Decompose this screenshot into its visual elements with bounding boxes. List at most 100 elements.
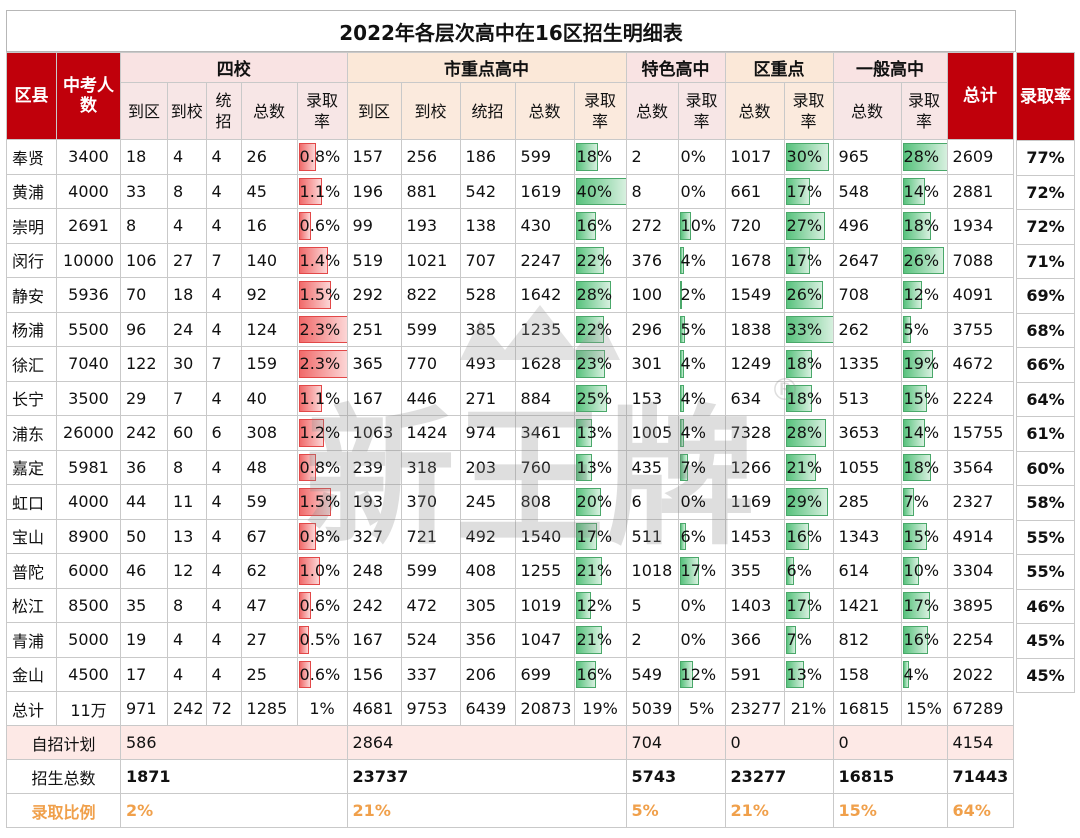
yiban-rate-fill (902, 177, 926, 205)
shizhongdian-cell: 599 (400, 553, 461, 589)
yiban-rate: 5% (900, 311, 948, 347)
shizhongdian-rate: 22% (573, 242, 627, 278)
tese-rate-value: 10% (680, 216, 717, 236)
header-rate: 录取率 (1016, 52, 1075, 141)
district-cell: 静安 (6, 277, 57, 313)
total-cell: 4914 (946, 518, 1014, 554)
sixiao-rate-fill (298, 522, 316, 550)
quzhongdian-rate-value: 7% (786, 630, 812, 650)
shizhongdian-rate-fill (575, 488, 602, 516)
tese-count-cell: 1005 (625, 415, 679, 451)
tese-count-cell: 2 (625, 622, 679, 658)
totals-sixiao-cell: 242 (167, 691, 207, 726)
ratio-row: 录取比例 2% 21% 5% 21% 15% 64% (6, 793, 1014, 828)
total-cell: 3755 (946, 311, 1014, 347)
sixiao-cell: 4 (167, 622, 207, 658)
table-row: 杨浦 5500 96 24 4 124 2.3% 251 599 385 1235 22% 296 5% 1… (6, 311, 1014, 347)
sixiao-cell: 33 (120, 173, 168, 209)
tese-rate-fill (679, 246, 685, 274)
sixiao-cell: 4 (167, 656, 207, 692)
district-cell: 闵行 (6, 242, 57, 278)
yiban-rate-value: 17% (903, 595, 940, 615)
yiban-rate: 26% (900, 242, 948, 278)
rate-row: 69% (1016, 278, 1075, 314)
quzhongdian-count-cell: 1266 (724, 449, 785, 485)
totals-sixiao-cell: 1285 (240, 691, 298, 726)
tese-rate-value: 0% (680, 630, 706, 650)
tese-count-cell: 1018 (625, 553, 679, 589)
shizhongdian-cell: 251 (346, 311, 402, 347)
exam-count-cell: 2691 (56, 208, 121, 244)
table-title: 2022年各层次高中在16区招生明细表 (6, 10, 1016, 52)
totals-total: 67289 (946, 691, 1014, 726)
quzhongdian-count-cell: 634 (724, 380, 785, 416)
tese-rate-value: 0% (680, 492, 706, 512)
totals-quzhongdian-rate: 21% (783, 691, 834, 726)
subheader-daoxiao: 到校 (167, 82, 207, 140)
subheader-daoqu: 到区 (346, 82, 402, 140)
rate-cell: 72% (1016, 174, 1075, 210)
enroll-total-row-total: 71443 (946, 759, 1014, 794)
yiban-rate-value: 5% (903, 319, 929, 339)
sixiao-rate-value: 0.6% (299, 664, 341, 684)
exam-count-cell: 3500 (56, 380, 121, 416)
yiban-rate-value: 14% (903, 423, 940, 443)
quzhongdian-rate-fill (785, 281, 824, 309)
sixiao-cell: 70 (120, 277, 168, 313)
shizhongdian-rate: 16% (573, 208, 627, 244)
quzhongdian-rate: 13% (783, 656, 834, 692)
header-exam-count: 中考人数 (56, 52, 121, 140)
quzhongdian-rate: 17% (783, 173, 834, 209)
yiban-rate-value: 10% (903, 561, 940, 581)
sixiao-cell: 24 (167, 311, 207, 347)
enroll-total-row-quzhongdian: 23277 (724, 759, 834, 794)
self-plan-row-quzhongdian: 0 (724, 725, 834, 760)
shizhongdian-cell: 1019 (514, 587, 575, 623)
tese-rate-value: 2% (680, 285, 706, 305)
tese-count-cell: 5 (625, 587, 679, 623)
district-cell: 松江 (6, 587, 57, 623)
tese-rate: 12% (677, 656, 726, 692)
shizhongdian-rate-value: 28% (576, 285, 613, 305)
shizhongdian-cell: 327 (346, 518, 402, 554)
shizhongdian-rate: 21% (573, 553, 627, 589)
sixiao-rate-fill (298, 419, 325, 447)
shizhongdian-cell: 1619 (514, 173, 575, 209)
shizhongdian-cell: 203 (459, 449, 516, 485)
total-cell: 15755 (946, 415, 1014, 451)
rate-row-empty (1016, 760, 1075, 795)
yiban-count-cell: 965 (832, 139, 902, 175)
shizhongdian-rate-fill (575, 557, 603, 585)
yiban-rate: 10% (900, 553, 948, 589)
shizhongdian-rate-value: 23% (576, 354, 613, 374)
shizhongdian-cell: 193 (346, 484, 402, 520)
totals-sixiao-rate: 1% (296, 691, 348, 726)
quzhongdian-rate: 7% (783, 622, 834, 658)
quzhongdian-rate: 17% (783, 587, 834, 623)
district-cell: 长宁 (6, 380, 57, 416)
tese-rate: 4% (677, 346, 726, 382)
totals-shizhongdian-cell: 20873 (514, 691, 575, 726)
sixiao-rate-fill (298, 557, 320, 585)
enroll-total-row-yiban: 16815 (832, 759, 948, 794)
sixiao-cell: 60 (167, 415, 207, 451)
sixiao-cell: 8 (167, 173, 207, 209)
quzhongdian-rate-fill (785, 143, 830, 171)
shizhongdian-rate-fill (575, 660, 596, 688)
yiban-rate-fill (902, 660, 909, 688)
sixiao-rate: 1.2% (296, 415, 348, 451)
shizhongdian-rate: 23% (573, 346, 627, 382)
shizhongdian-cell: 707 (459, 242, 516, 278)
tese-rate-value: 7% (680, 457, 706, 477)
yiban-count-cell: 262 (832, 311, 902, 347)
table-row: 嘉定 5981 36 8 4 48 0.8% 239 318 203 760 13% 435 7% 1266… (6, 449, 1014, 485)
rate-cell: 72% (1016, 209, 1075, 245)
quzhongdian-rate: 30% (783, 139, 834, 175)
rate-cell: 45% (1016, 657, 1075, 693)
shizhongdian-cell: 256 (400, 139, 461, 175)
enroll-total-row-label: 招生总数 (6, 759, 121, 794)
shizhongdian-cell: 699 (514, 656, 575, 692)
shizhongdian-cell: 138 (459, 208, 516, 244)
sixiao-rate-fill (298, 177, 322, 205)
sixiao-rate: 1.1% (296, 380, 348, 416)
